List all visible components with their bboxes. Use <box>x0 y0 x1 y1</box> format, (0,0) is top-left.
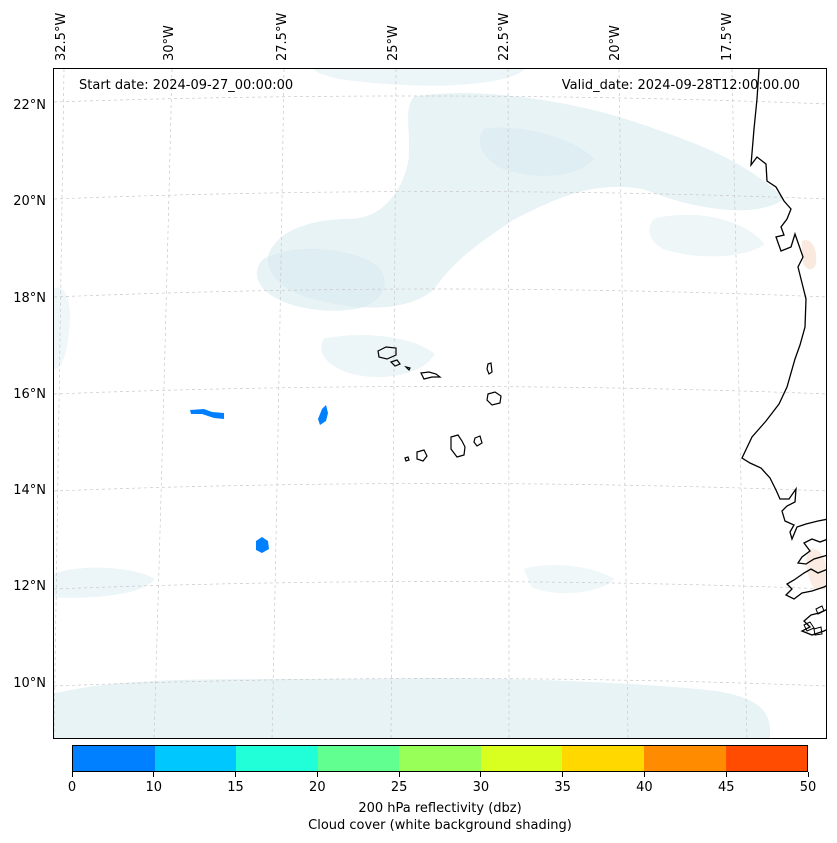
colorbar-label-reflectivity: 200 hPa reflectivity (dbz) <box>358 801 522 816</box>
island-sao-vicente <box>389 359 401 367</box>
lon-label-25w: 25°W <box>386 25 401 61</box>
cloud-band-north <box>267 93 785 308</box>
colorbar-tick <box>153 772 155 777</box>
colorbar-tick-label: 20 <box>309 780 326 795</box>
cloud-band-south <box>54 678 771 738</box>
colorbar-tick <box>398 772 400 777</box>
cloud-patch-south-center <box>523 565 615 594</box>
reflectivity-cells <box>190 405 328 553</box>
lon-line-25w <box>390 69 397 738</box>
colorbar-tick-label: 30 <box>472 780 490 795</box>
colorbar-segment <box>154 746 237 771</box>
colorbar-tick-label: 50 <box>799 780 817 795</box>
colorbar-segment <box>236 746 318 771</box>
lat-label-14n: 14°N <box>13 483 46 498</box>
lat-line-18n <box>54 288 826 298</box>
valid-date-label: Valid_date: 2024-09-28T12:00:00.00 <box>561 78 800 93</box>
colorbar-tick-label: 35 <box>554 780 571 795</box>
lat-label-18n: 18°N <box>13 291 46 306</box>
colorbar-tick <box>807 772 809 777</box>
lat-line-14n <box>54 483 826 492</box>
lat-line-10n <box>54 678 826 687</box>
graticule <box>54 69 826 738</box>
lat-line-16n <box>54 386 826 395</box>
colorbar-tick <box>562 772 564 777</box>
bijagos-islands <box>803 605 825 636</box>
colorbar-tick-label: 15 <box>227 780 244 795</box>
colorbar-tick-label: 0 <box>67 780 77 795</box>
cape-verde-islands <box>377 346 502 462</box>
start-date-label: Start date: 2024-09-27_00:00:00 <box>79 78 294 93</box>
lat-line-20n <box>54 191 826 200</box>
cloud-top-strip <box>313 69 525 86</box>
reflectivity-cell-south <box>256 537 269 553</box>
cloud-patch-west <box>256 249 385 311</box>
island-sao-nicolau <box>420 371 442 380</box>
lon-label-32-5w: 32.5°W <box>54 12 69 61</box>
colorbar-segment <box>725 746 808 771</box>
africa-coastline-south <box>784 538 826 636</box>
island-sal <box>486 362 493 375</box>
colorbar-tick-label: 45 <box>717 780 735 795</box>
cloud-patch-center <box>321 335 435 377</box>
cloud-band-north-core <box>479 127 595 176</box>
lon-line-17-5w <box>731 69 748 738</box>
lon-line-30w <box>153 69 173 738</box>
africa-coastline <box>741 69 826 541</box>
colorbar-tick <box>235 772 237 777</box>
warm-shade-patch <box>802 240 817 270</box>
lat-label-12n: 12°N <box>13 579 46 594</box>
island-maio <box>473 435 483 447</box>
island-santo-antao <box>377 346 397 360</box>
cloud-strip-west-edge <box>54 287 70 370</box>
colorbar-segment <box>480 746 563 771</box>
lat-line-12n <box>54 581 826 590</box>
lat-label-22n: 22°N <box>13 98 46 113</box>
lon-line-22-5w <box>507 69 510 738</box>
colorbar-tick <box>643 772 645 777</box>
colorbar-tick-label: 10 <box>145 780 163 795</box>
island-fogo <box>416 449 428 462</box>
warm-shade-patch-south <box>806 548 826 589</box>
colorbar-tick-label: 40 <box>636 780 653 795</box>
lon-label-22-5w: 22.5°W <box>497 12 512 61</box>
colorbar-segment <box>399 746 481 771</box>
cloud-patch-east <box>649 214 765 257</box>
colorbar-label-cloud-cover: Cloud cover (white background shading) <box>308 818 572 833</box>
island-santa-luzia <box>404 365 411 372</box>
colorbar-tick <box>71 772 73 777</box>
lon-line-27-5w <box>271 69 285 738</box>
island-santiago <box>450 434 466 458</box>
colorbar-segment <box>643 746 726 771</box>
lon-label-27-5w: 27.5°W <box>275 12 290 61</box>
colorbar-segment <box>73 746 155 771</box>
lat-label-20n: 20°N <box>13 194 46 209</box>
colorbar-tick-label: 25 <box>390 780 408 795</box>
colorbar-tick <box>480 772 482 777</box>
lon-label-17-5w: 17.5°W <box>720 12 735 61</box>
lon-label-30w: 30°W <box>162 25 177 61</box>
reflectivity-cell-west <box>190 409 224 419</box>
island-brava <box>404 456 410 462</box>
lon-line-20w <box>618 69 629 738</box>
colorbar-tick <box>725 772 727 777</box>
colorbar-tick <box>316 772 318 777</box>
lon-label-20w: 20°W <box>608 25 623 61</box>
lon-line-32-5w <box>54 69 65 738</box>
lat-label-16n: 16°N <box>13 387 46 402</box>
cloud-cover-shading <box>54 69 785 738</box>
lat-line-22n <box>54 95 826 105</box>
colorbar-segment <box>562 746 644 771</box>
lat-label-10n: 10°N <box>13 676 46 691</box>
colorbar <box>72 745 808 772</box>
map-frame: Start date: 2024-09-27_00:00:00 Valid_da… <box>53 68 827 739</box>
reflectivity-cell-center <box>318 405 328 425</box>
map-canvas <box>54 69 826 738</box>
cloud-patch-sw <box>54 567 155 598</box>
island-boa-vista <box>486 391 502 406</box>
colorbar-segment <box>317 746 400 771</box>
